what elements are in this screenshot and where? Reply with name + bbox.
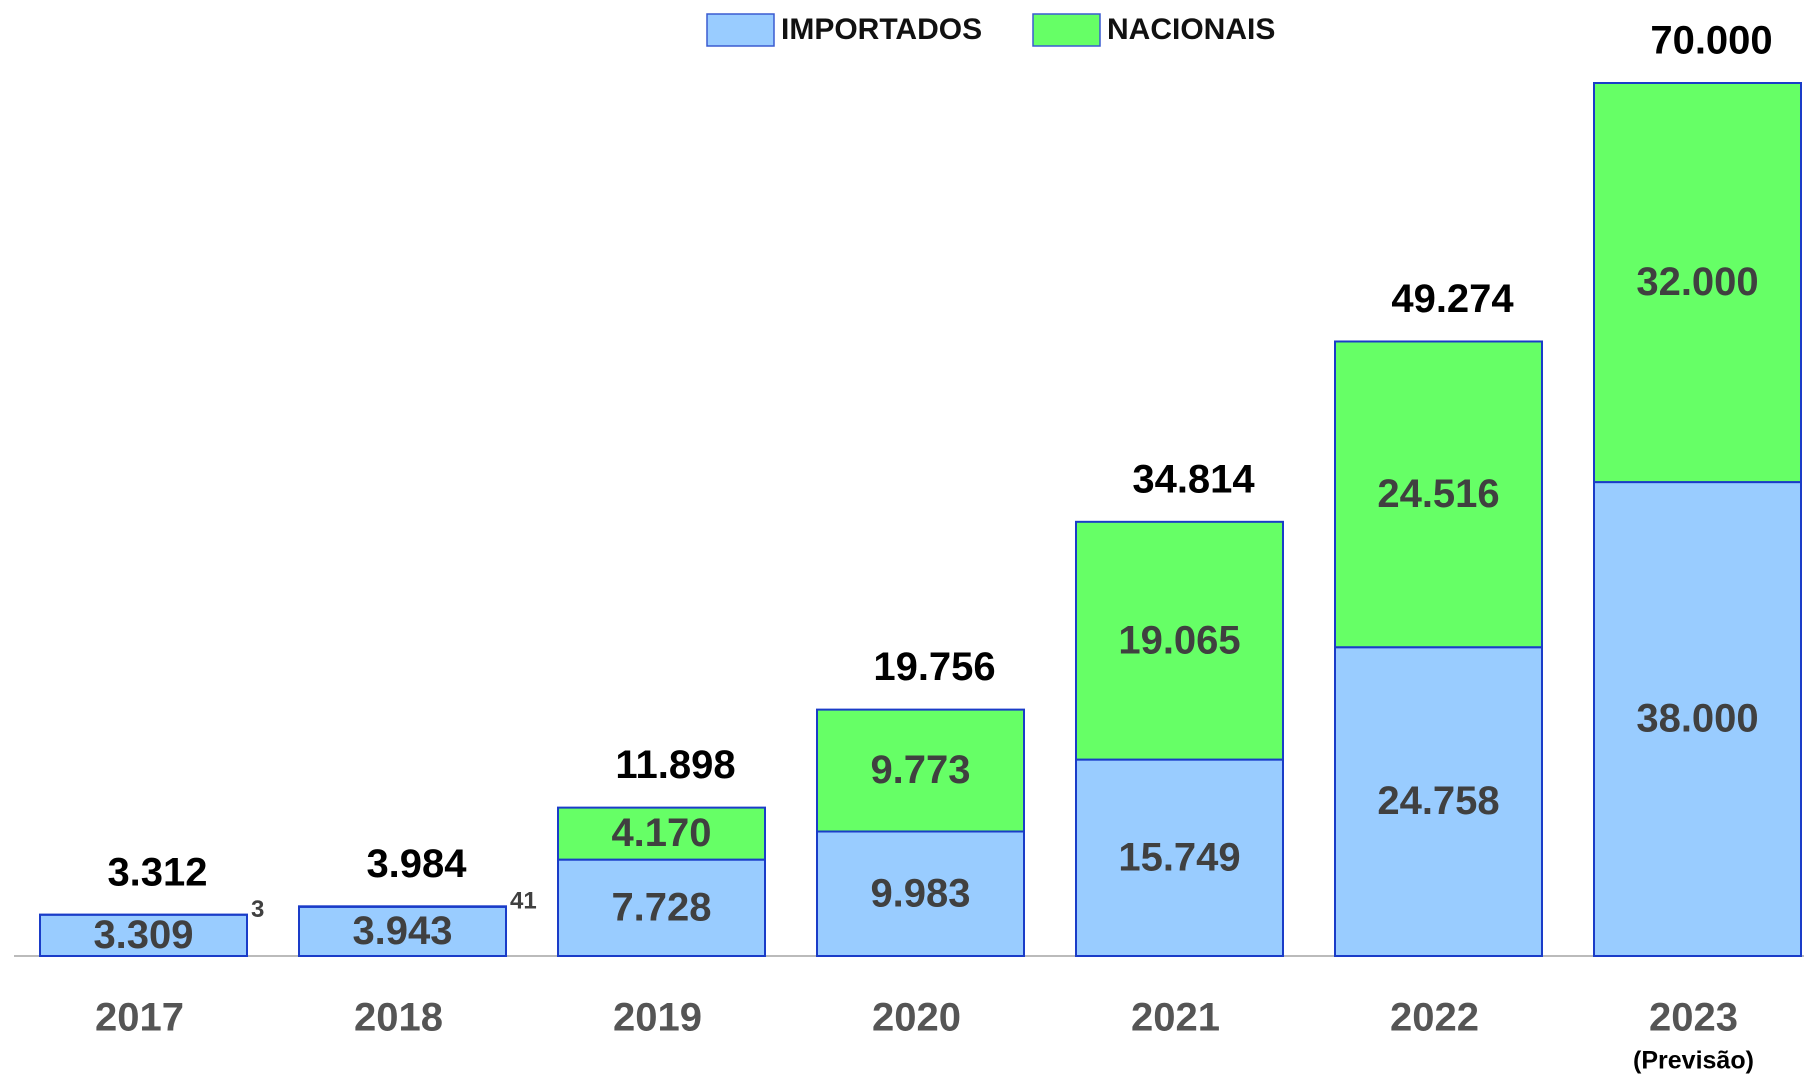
value-label: 9.983 (870, 871, 970, 915)
legend-swatch (706, 13, 775, 47)
value-label: 4.170 (611, 811, 711, 855)
total-label: 70.000 (1650, 19, 1772, 63)
total-label: 49.274 (1391, 277, 1514, 321)
bar-segment (1593, 481, 1802, 957)
bar-segment (557, 806, 766, 861)
value-label: 38.000 (1636, 697, 1758, 741)
total-label: 3.984 (366, 842, 467, 886)
x-tick-label: 2018 (354, 996, 443, 1040)
value-label: 3.943 (352, 909, 452, 953)
bar-segment (816, 708, 1025, 833)
value-label: 41 (510, 888, 537, 915)
bar-segment (39, 913, 248, 958)
x-tick-label: 2019 (613, 996, 702, 1040)
bar-segment (298, 905, 507, 957)
legend-swatch (1032, 13, 1101, 47)
value-label: 24.758 (1377, 779, 1499, 823)
bar-segment (1593, 82, 1802, 484)
bar-segment (1334, 646, 1543, 957)
legend-label: IMPORTADOS (781, 13, 982, 46)
bar-segment (1334, 340, 1543, 649)
value-label: 3.309 (93, 913, 193, 957)
value-label: 24.516 (1377, 472, 1499, 516)
total-label: 19.756 (873, 645, 995, 689)
x-tick-label: 2023 (1649, 996, 1738, 1040)
bar-segment (1075, 520, 1284, 761)
x-tick-label: 2020 (872, 996, 961, 1040)
x-tick-note: (Previsão) (1633, 1047, 1754, 1075)
value-label: 3 (251, 896, 264, 923)
bar-segment (1075, 758, 1284, 957)
value-label: 7.728 (611, 885, 711, 929)
total-label: 11.898 (615, 743, 735, 787)
bar-segment (298, 905, 507, 908)
value-label: 15.749 (1118, 835, 1240, 879)
value-label: 9.773 (870, 748, 970, 792)
total-label: 3.312 (107, 850, 207, 894)
x-tick-label: 2017 (95, 996, 184, 1040)
total-label: 34.814 (1132, 457, 1255, 501)
x-tick-label: 2022 (1390, 996, 1479, 1040)
value-label: 19.065 (1118, 618, 1240, 662)
x-tick-label: 2021 (1131, 996, 1220, 1040)
bar-segment (816, 830, 1025, 958)
legend-label: NACIONAIS (1107, 13, 1275, 46)
value-label: 32.000 (1636, 260, 1758, 304)
